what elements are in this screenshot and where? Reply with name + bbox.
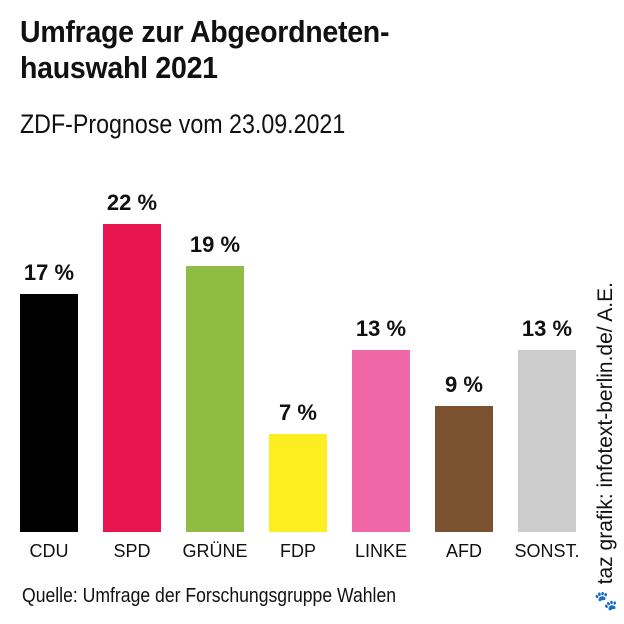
bar-fdp — [269, 434, 327, 532]
chart-subtitle: ZDF-Prognose vom 23.09.2021 — [20, 109, 346, 139]
category-label: LINKE — [355, 541, 407, 561]
value-label: 17 % — [24, 260, 74, 285]
category-label: AFD — [446, 541, 482, 561]
source-note: Quelle: Umfrage der Forschungsgruppe Wah… — [22, 585, 397, 607]
title-line-2: hauswahl 2021 — [20, 50, 218, 85]
paw-icon: 🐾 — [594, 591, 618, 613]
category-label: SPD — [113, 541, 150, 561]
bar-cdu — [20, 294, 78, 532]
value-label: 13 % — [522, 316, 572, 341]
category-label: CDU — [30, 541, 69, 561]
bar-grüne — [186, 266, 244, 532]
credit-text: taz grafik: infotext-berlin.de/ A.E. — [594, 282, 617, 585]
category-label: GRÜNE — [182, 541, 247, 561]
chart-title: Umfrage zur Abgeordneten- hauswahl 2021 — [20, 14, 498, 86]
value-label: 7 % — [279, 400, 317, 425]
value-label: 19 % — [190, 232, 240, 257]
bar-sonst. — [518, 350, 576, 532]
category-label: SONST. — [514, 541, 579, 561]
credit-note: 🐾 taz grafik: infotext-berlin.de/ A.E. — [591, 194, 621, 614]
value-label: 9 % — [445, 372, 483, 397]
value-label: 22 % — [107, 190, 157, 215]
title-line-1: Umfrage zur Abgeordneten- — [20, 14, 390, 49]
bar-afd — [435, 406, 493, 532]
bar-spd — [103, 224, 161, 532]
bar-linke — [352, 350, 410, 532]
category-label: FDP — [280, 541, 316, 561]
value-label: 13 % — [356, 316, 406, 341]
